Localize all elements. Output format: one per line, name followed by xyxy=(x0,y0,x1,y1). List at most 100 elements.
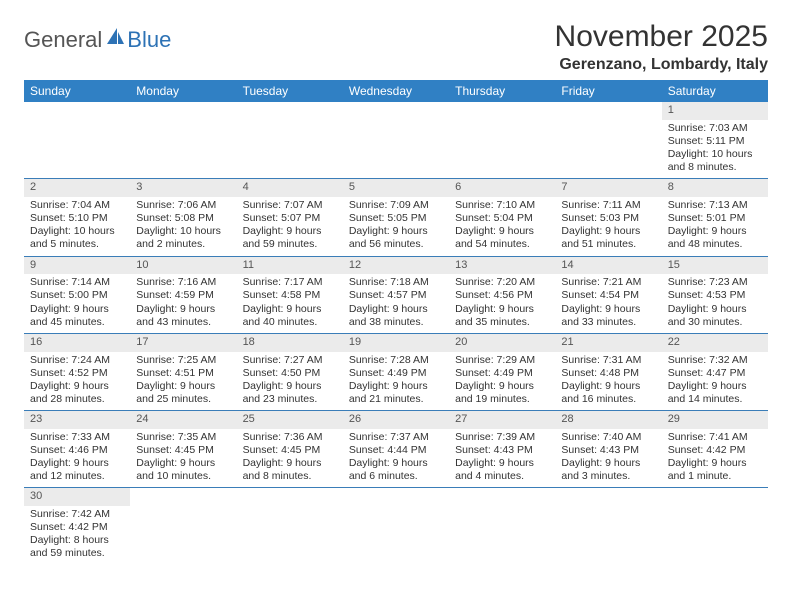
day-line: Daylight: 9 hours xyxy=(668,457,762,470)
day-body: Sunrise: 7:35 AMSunset: 4:45 PMDaylight:… xyxy=(130,429,236,488)
day-line: Daylight: 9 hours xyxy=(243,303,337,316)
day-line: Sunrise: 7:06 AM xyxy=(136,199,230,212)
day-line: and 14 minutes. xyxy=(668,393,762,406)
day-line: Sunrise: 7:31 AM xyxy=(561,354,655,367)
day-line xyxy=(30,161,124,174)
day-line xyxy=(455,148,549,161)
day-line xyxy=(561,521,655,534)
day-line: Daylight: 9 hours xyxy=(455,303,549,316)
day-line: Daylight: 9 hours xyxy=(668,303,762,316)
day-number xyxy=(449,102,555,120)
day-line xyxy=(349,521,443,534)
day-line xyxy=(455,508,549,521)
location-text: Gerenzano, Lombardy, Italy xyxy=(555,56,768,74)
day-line: and 16 minutes. xyxy=(561,393,655,406)
day-line: and 56 minutes. xyxy=(349,238,443,251)
day-line: Sunrise: 7:36 AM xyxy=(243,431,337,444)
day-line: Daylight: 9 hours xyxy=(561,303,655,316)
day-line: and 8 minutes. xyxy=(668,161,762,174)
day-line xyxy=(561,135,655,148)
day-body: Sunrise: 7:07 AMSunset: 5:07 PMDaylight:… xyxy=(237,197,343,256)
calendar-cell xyxy=(237,487,343,564)
day-number: 25 xyxy=(237,410,343,429)
day-body: Sunrise: 7:14 AMSunset: 5:00 PMDaylight:… xyxy=(24,274,130,333)
day-body: Sunrise: 7:36 AMSunset: 4:45 PMDaylight:… xyxy=(237,429,343,488)
day-line xyxy=(136,122,230,135)
day-line: Daylight: 9 hours xyxy=(561,225,655,238)
day-line xyxy=(561,547,655,560)
day-number: 12 xyxy=(343,256,449,275)
day-line: and 30 minutes. xyxy=(668,316,762,329)
day-line: Sunset: 4:52 PM xyxy=(30,367,124,380)
day-line xyxy=(136,508,230,521)
calendar-cell xyxy=(130,102,236,178)
day-line: Daylight: 9 hours xyxy=(243,225,337,238)
day-line: Sunset: 4:45 PM xyxy=(136,444,230,457)
day-line: Sunrise: 7:40 AM xyxy=(561,431,655,444)
day-body: Sunrise: 7:04 AMSunset: 5:10 PMDaylight:… xyxy=(24,197,130,256)
day-line: Sunset: 5:10 PM xyxy=(30,212,124,225)
day-line: Sunrise: 7:20 AM xyxy=(455,276,549,289)
day-number: 15 xyxy=(662,256,768,275)
calendar-cell: 10Sunrise: 7:16 AMSunset: 4:59 PMDayligh… xyxy=(130,256,236,333)
calendar-cell: 17Sunrise: 7:25 AMSunset: 4:51 PMDayligh… xyxy=(130,333,236,410)
day-line: Daylight: 9 hours xyxy=(561,380,655,393)
calendar-cell xyxy=(555,102,661,178)
day-header: Friday xyxy=(555,80,661,102)
day-line: and 35 minutes. xyxy=(455,316,549,329)
day-line: and 25 minutes. xyxy=(136,393,230,406)
calendar-week-row: 9Sunrise: 7:14 AMSunset: 5:00 PMDaylight… xyxy=(24,256,768,333)
day-line: Daylight: 9 hours xyxy=(668,380,762,393)
day-body: Sunrise: 7:10 AMSunset: 5:04 PMDaylight:… xyxy=(449,197,555,256)
day-line xyxy=(455,122,549,135)
calendar-cell xyxy=(343,102,449,178)
day-line: and 43 minutes. xyxy=(136,316,230,329)
day-line xyxy=(243,547,337,560)
day-line: Sunset: 4:42 PM xyxy=(668,444,762,457)
calendar-cell: 14Sunrise: 7:21 AMSunset: 4:54 PMDayligh… xyxy=(555,256,661,333)
day-line: Daylight: 9 hours xyxy=(136,303,230,316)
day-body: Sunrise: 7:23 AMSunset: 4:53 PMDaylight:… xyxy=(662,274,768,333)
day-line: Daylight: 9 hours xyxy=(136,457,230,470)
day-line: and 12 minutes. xyxy=(30,470,124,483)
day-number: 10 xyxy=(130,256,236,275)
day-line: Sunrise: 7:35 AM xyxy=(136,431,230,444)
day-body: Sunrise: 7:41 AMSunset: 4:42 PMDaylight:… xyxy=(662,429,768,488)
day-line: Sunrise: 7:29 AM xyxy=(455,354,549,367)
day-line: and 54 minutes. xyxy=(455,238,549,251)
calendar-cell: 19Sunrise: 7:28 AMSunset: 4:49 PMDayligh… xyxy=(343,333,449,410)
day-line: Daylight: 9 hours xyxy=(455,380,549,393)
calendar-cell: 15Sunrise: 7:23 AMSunset: 4:53 PMDayligh… xyxy=(662,256,768,333)
calendar-cell: 18Sunrise: 7:27 AMSunset: 4:50 PMDayligh… xyxy=(237,333,343,410)
day-line: Sunrise: 7:14 AM xyxy=(30,276,124,289)
calendar-cell: 30Sunrise: 7:42 AMSunset: 4:42 PMDayligh… xyxy=(24,487,130,564)
day-number: 23 xyxy=(24,410,130,429)
day-header: Wednesday xyxy=(343,80,449,102)
day-line: Daylight: 9 hours xyxy=(243,380,337,393)
day-number: 5 xyxy=(343,178,449,197)
calendar-cell: 1Sunrise: 7:03 AMSunset: 5:11 PMDaylight… xyxy=(662,102,768,178)
day-number: 2 xyxy=(24,178,130,197)
day-line: Sunrise: 7:16 AM xyxy=(136,276,230,289)
day-line: and 51 minutes. xyxy=(561,238,655,251)
day-number xyxy=(130,487,236,506)
day-line: Daylight: 9 hours xyxy=(668,225,762,238)
day-line: Daylight: 9 hours xyxy=(30,457,124,470)
day-number: 19 xyxy=(343,333,449,352)
calendar-table: Sunday Monday Tuesday Wednesday Thursday… xyxy=(24,80,768,565)
day-line xyxy=(30,122,124,135)
day-header: Tuesday xyxy=(237,80,343,102)
day-body: Sunrise: 7:27 AMSunset: 4:50 PMDaylight:… xyxy=(237,352,343,411)
day-line xyxy=(243,508,337,521)
day-number: 27 xyxy=(449,410,555,429)
day-header: Sunday xyxy=(24,80,130,102)
calendar-week-row: 16Sunrise: 7:24 AMSunset: 4:52 PMDayligh… xyxy=(24,333,768,410)
day-line xyxy=(136,161,230,174)
day-body: Sunrise: 7:13 AMSunset: 5:01 PMDaylight:… xyxy=(662,197,768,256)
day-line: Sunrise: 7:39 AM xyxy=(455,431,549,444)
calendar-cell: 3Sunrise: 7:06 AMSunset: 5:08 PMDaylight… xyxy=(130,178,236,255)
calendar-cell xyxy=(662,487,768,564)
day-body: Sunrise: 7:42 AMSunset: 4:42 PMDaylight:… xyxy=(24,506,130,565)
day-line xyxy=(561,122,655,135)
day-line: Sunset: 4:56 PM xyxy=(455,289,549,302)
